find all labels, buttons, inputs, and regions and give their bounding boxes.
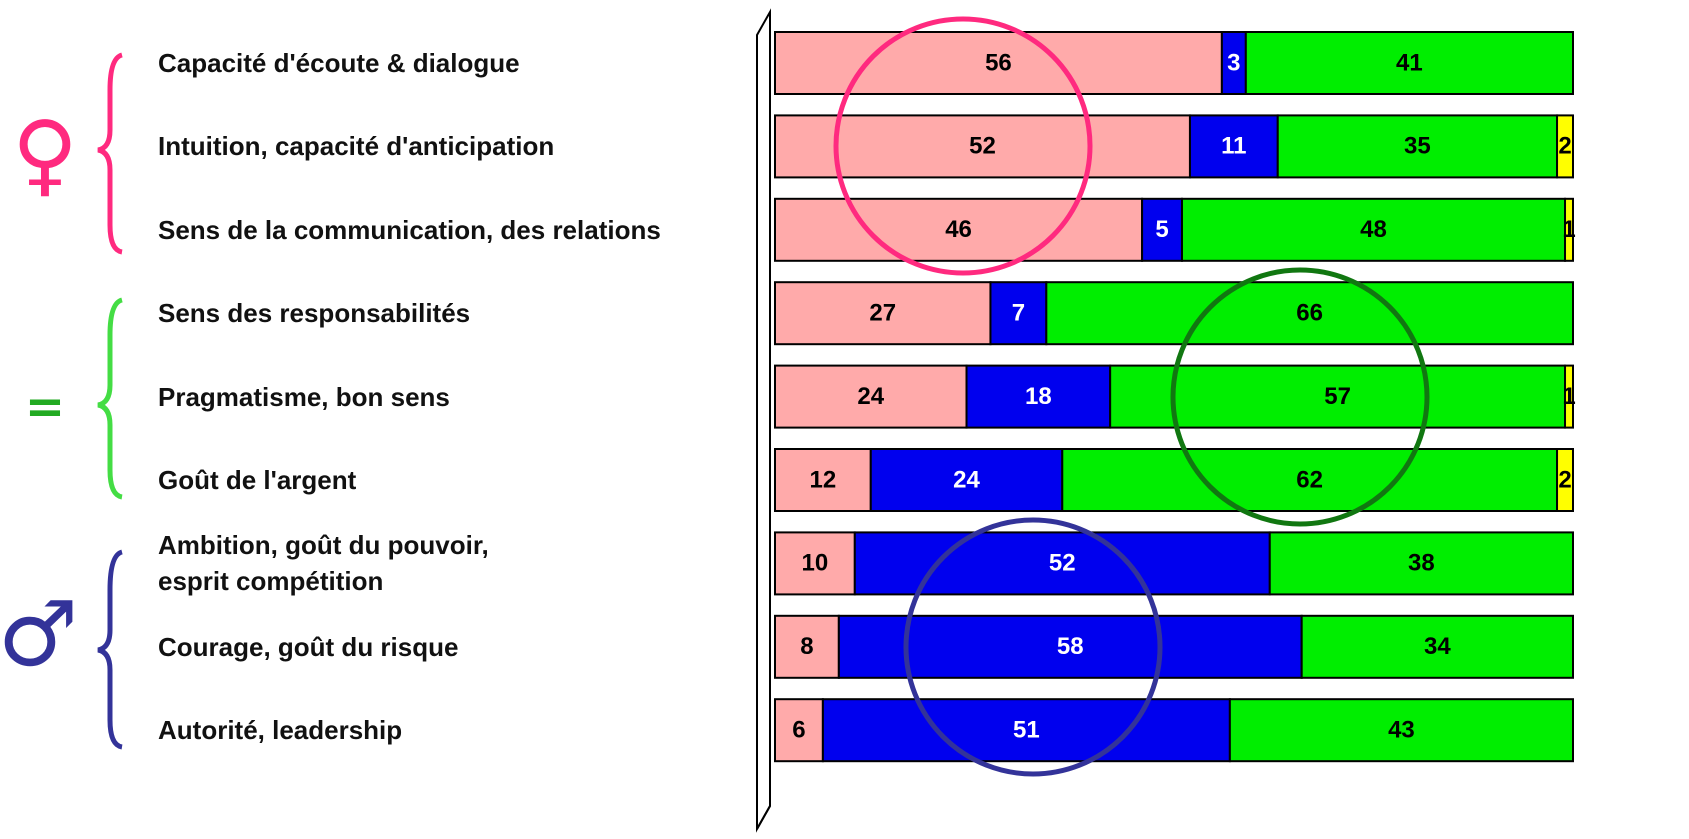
data-label: 52 <box>969 133 996 160</box>
bar-segment <box>1188 114 1279 179</box>
data-label: 34 <box>1424 633 1451 660</box>
bar-segment <box>1180 197 1567 262</box>
bar-segment <box>1045 281 1574 346</box>
bar-segment <box>1564 197 1575 262</box>
bar-segment <box>774 31 1223 95</box>
bar-segment <box>1556 448 1575 512</box>
bar-segment <box>774 364 968 429</box>
bars: 56 3 41 52 11 35 2 46 5 48 1 27 7 66 24 18 57 1 12 24 62 2 10 5… <box>774 31 1576 763</box>
bar-segment <box>1228 698 1574 763</box>
data-label: 27 <box>869 300 896 327</box>
data-label: 56 <box>985 49 1012 76</box>
category-label: Sens de la communication, des relations <box>158 214 661 245</box>
bar-segment <box>1276 114 1559 179</box>
data-label: 38 <box>1408 550 1435 577</box>
data-label: 2 <box>1558 133 1571 160</box>
bar-segment <box>774 698 824 763</box>
data-label: 41 <box>1396 49 1423 76</box>
category-label: Intuition, capacité d'anticipation <box>158 131 555 162</box>
bar-segment <box>774 614 840 679</box>
side-wall <box>756 8 771 833</box>
symbols: ♀ = ♂ <box>0 102 78 687</box>
bar-segment <box>1564 364 1575 429</box>
data-label: 1 <box>1562 216 1575 243</box>
category-label: Sens des responsabilités <box>158 298 471 329</box>
data-label: 18 <box>1025 383 1052 410</box>
bar-segment <box>989 281 1048 346</box>
data-label: 5 <box>1155 216 1168 243</box>
data-label: 46 <box>945 216 972 243</box>
bar-segment <box>869 448 1064 512</box>
data-label: 10 <box>802 550 829 577</box>
brace <box>97 52 123 255</box>
bar-segment <box>821 698 1231 763</box>
data-label: 48 <box>1360 216 1387 243</box>
data-label: 51 <box>1013 717 1040 744</box>
data-label: 2 <box>1558 466 1571 493</box>
floor-edge <box>756 805 771 830</box>
bar-segment <box>1141 197 1183 262</box>
data-label: 12 <box>810 466 837 493</box>
data-label: 57 <box>1324 383 1351 410</box>
data-label: 35 <box>1404 133 1431 160</box>
category-label: Courage, goût du risque <box>158 631 459 662</box>
bar-segment <box>774 281 992 346</box>
bar-segment <box>965 364 1112 429</box>
data-label: 58 <box>1057 633 1084 660</box>
category-label: Capacité d'écoute & dialogue <box>158 48 520 78</box>
highlight-circle <box>903 517 1163 777</box>
data-label: 8 <box>800 633 813 660</box>
group-symbol: = <box>25 379 65 435</box>
bar-segment <box>774 531 856 596</box>
bar-segment <box>1109 364 1567 429</box>
data-label: 24 <box>953 466 980 493</box>
bar-segment <box>774 197 1144 262</box>
data-label: 62 <box>1296 466 1323 493</box>
data-label: 7 <box>1012 300 1025 327</box>
data-label: 1 <box>1562 383 1575 410</box>
category-label: Ambition, goût du pouvoir, esprit compét… <box>158 530 489 597</box>
category-label: Autorité, leadership <box>158 715 403 746</box>
bar-segment <box>1268 531 1574 596</box>
data-label: 43 <box>1388 717 1415 744</box>
group-symbol: ♂ <box>0 582 78 687</box>
bar-segment <box>1244 31 1574 95</box>
category-label: Goût de l'argent <box>158 465 357 495</box>
bar-segment <box>1300 614 1575 679</box>
brace <box>97 297 123 500</box>
bar-segment <box>774 114 1191 179</box>
brace <box>97 549 123 750</box>
category-label: Pragmatisme, bon sens <box>158 381 450 412</box>
bar-segment <box>1556 114 1575 179</box>
group-symbol: ♀ <box>12 102 78 207</box>
highlight-circle <box>833 16 1093 276</box>
data-label: 6 <box>792 717 805 744</box>
data-label: 24 <box>857 383 884 410</box>
data-label: 11 <box>1221 133 1246 160</box>
highlight-circle <box>1170 267 1430 527</box>
data-label: 52 <box>1049 550 1076 577</box>
data-label: 66 <box>1296 300 1323 327</box>
data-label: 3 <box>1227 49 1240 76</box>
